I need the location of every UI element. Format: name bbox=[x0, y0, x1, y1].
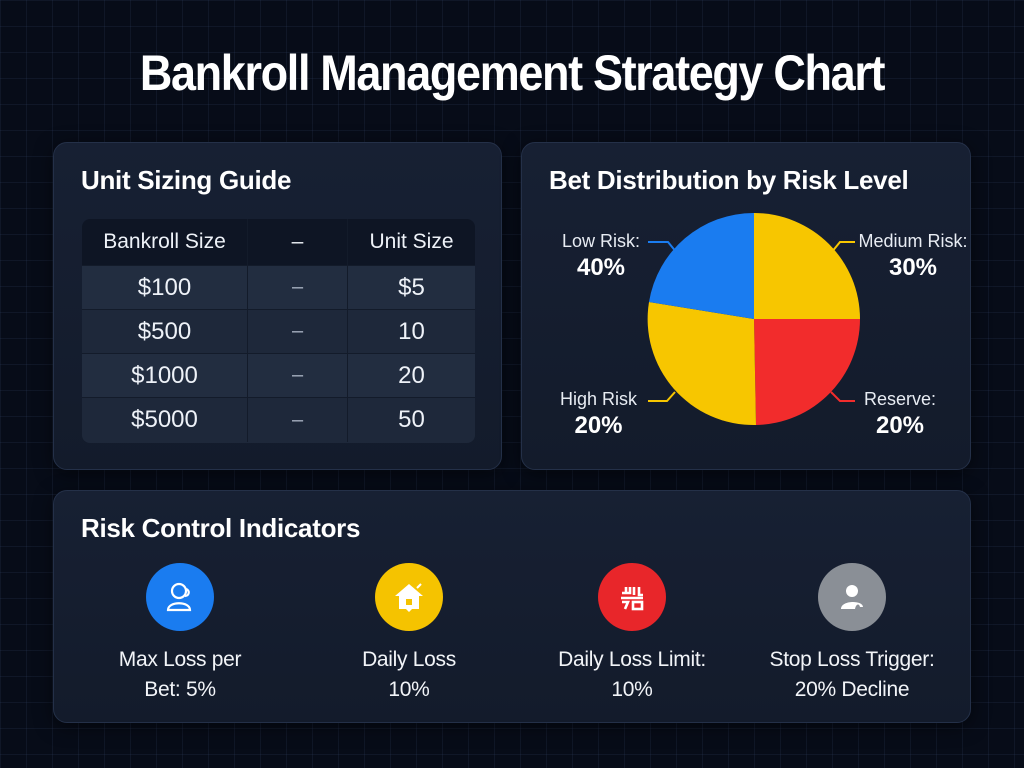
indicator-max-loss-per-bet: Max Loss per Bet: 5% bbox=[75, 563, 285, 705]
medium-risk-leader-line bbox=[830, 241, 855, 254]
unit-sizing-table: Bankroll Size – Unit Size $100 – $5 $500… bbox=[82, 219, 475, 443]
bankroll-cell: $500 bbox=[82, 310, 248, 353]
risk-control-title: Risk Control Indicators bbox=[81, 513, 361, 543]
unit-cell: $5 bbox=[398, 273, 425, 301]
table-row: $100 – $5 bbox=[82, 266, 475, 310]
table-row: $500 – 10 bbox=[82, 310, 475, 354]
reserve-leader-line bbox=[830, 391, 855, 402]
user-icon bbox=[818, 563, 886, 631]
indicator-daily-loss-limit: Daily Loss Limit: 10% bbox=[527, 563, 737, 705]
indicator-label-line1: Max Loss per bbox=[118, 648, 242, 671]
indicator-label-line2: Bet: 5% bbox=[144, 678, 216, 701]
user-headset-icon bbox=[146, 563, 214, 631]
separator-cell: – bbox=[248, 398, 348, 442]
bet-distribution-card: Bet Distribution by Risk Level Low Risk:… bbox=[521, 142, 971, 470]
unit-sizing-title: Unit Sizing Guide bbox=[81, 165, 292, 195]
header-separator: – bbox=[248, 219, 348, 265]
pie-slice-low-risk bbox=[649, 212, 754, 319]
table-row: $5000 – 50 bbox=[82, 398, 475, 442]
low-risk-label: Low Risk: 40% bbox=[561, 231, 641, 281]
table-row: $1000 – 20 bbox=[82, 354, 475, 398]
page-title: Bankroll Management Strategy Chart bbox=[139, 45, 886, 101]
high-risk-label: High Risk 20% bbox=[559, 389, 638, 439]
high-risk-leader-line bbox=[648, 391, 676, 402]
pie-slice-medium-risk bbox=[754, 213, 860, 319]
unit-cell: 10 bbox=[398, 317, 425, 345]
pie-slice-high-risk bbox=[647, 302, 756, 426]
bankroll-cell: $1000 bbox=[82, 354, 248, 397]
indicator-label-line2: 20% Decline bbox=[794, 678, 910, 701]
bankroll-cell: $100 bbox=[82, 266, 248, 309]
reserve-label: Reserve: 20% bbox=[863, 389, 937, 439]
house-icon bbox=[375, 563, 443, 631]
unit-sizing-card: Unit Sizing Guide Bankroll Size – Unit S… bbox=[53, 142, 502, 470]
unit-cell: 20 bbox=[398, 361, 425, 389]
header-bankroll-size: Bankroll Size bbox=[82, 219, 248, 265]
pie-slice-reserve bbox=[754, 319, 860, 425]
bet-distribution-title: Bet Distribution by Risk Level bbox=[549, 165, 909, 195]
limit-grid-icon bbox=[598, 563, 666, 631]
indicator-label-line1: Daily Loss Limit: bbox=[558, 648, 706, 671]
indicator-stop-loss-trigger: Stop Loss Trigger: 20% Decline bbox=[747, 563, 957, 705]
indicator-label-line1: Stop Loss Trigger: bbox=[769, 648, 935, 671]
low-risk-leader-line bbox=[648, 241, 678, 254]
indicator-label-line1: Daily Loss bbox=[362, 648, 456, 671]
indicator-label-line2: 10% bbox=[611, 678, 653, 701]
medium-risk-label: Medium Risk: 30% bbox=[858, 231, 968, 281]
indicator-daily-loss: Daily Loss 10% bbox=[304, 563, 514, 705]
header-unit-size: Unit Size bbox=[369, 230, 454, 253]
separator-cell: – bbox=[248, 266, 348, 309]
risk-control-card: Risk Control Indicators Max Loss per Bet… bbox=[53, 490, 971, 723]
separator-cell: – bbox=[248, 310, 348, 353]
table-header-row: Bankroll Size – Unit Size bbox=[82, 219, 475, 266]
pie-chart bbox=[647, 212, 860, 426]
indicator-label-line2: 10% bbox=[388, 678, 430, 701]
separator-cell: – bbox=[248, 354, 348, 397]
unit-cell: 50 bbox=[398, 406, 425, 433]
bankroll-cell: $5000 bbox=[82, 398, 248, 442]
